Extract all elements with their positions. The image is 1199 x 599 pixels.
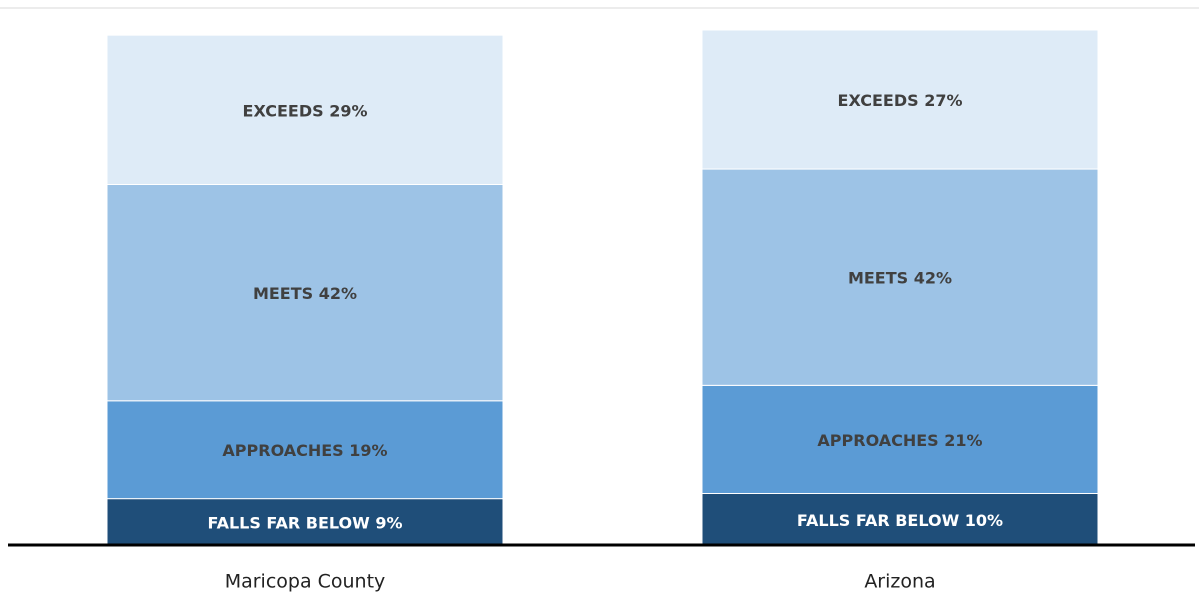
segment-label: FALLS FAR BELOW 9%	[207, 513, 402, 532]
segment-label: MEETS 42%	[253, 284, 357, 303]
bar-segment	[701, 493, 1099, 546]
segment-label: EXCEEDS 27%	[838, 91, 963, 110]
bar-segment	[701, 29, 1099, 170]
bar-segment	[106, 184, 504, 402]
bar-segment	[701, 168, 1099, 386]
segment-label: APPROACHES 19%	[222, 441, 387, 460]
x-tick-label: Maricopa County	[225, 571, 386, 593]
bar-segment	[106, 400, 504, 500]
segment-label: FALLS FAR BELOW 10%	[797, 511, 1003, 530]
bar-segment	[701, 384, 1099, 495]
bar-segment	[106, 34, 504, 186]
segment-label: EXCEEDS 29%	[243, 101, 368, 120]
segment-label: MEETS 42%	[848, 269, 952, 288]
segment-label: APPROACHES 21%	[817, 431, 982, 450]
x-tick-label: Arizona	[864, 571, 935, 593]
